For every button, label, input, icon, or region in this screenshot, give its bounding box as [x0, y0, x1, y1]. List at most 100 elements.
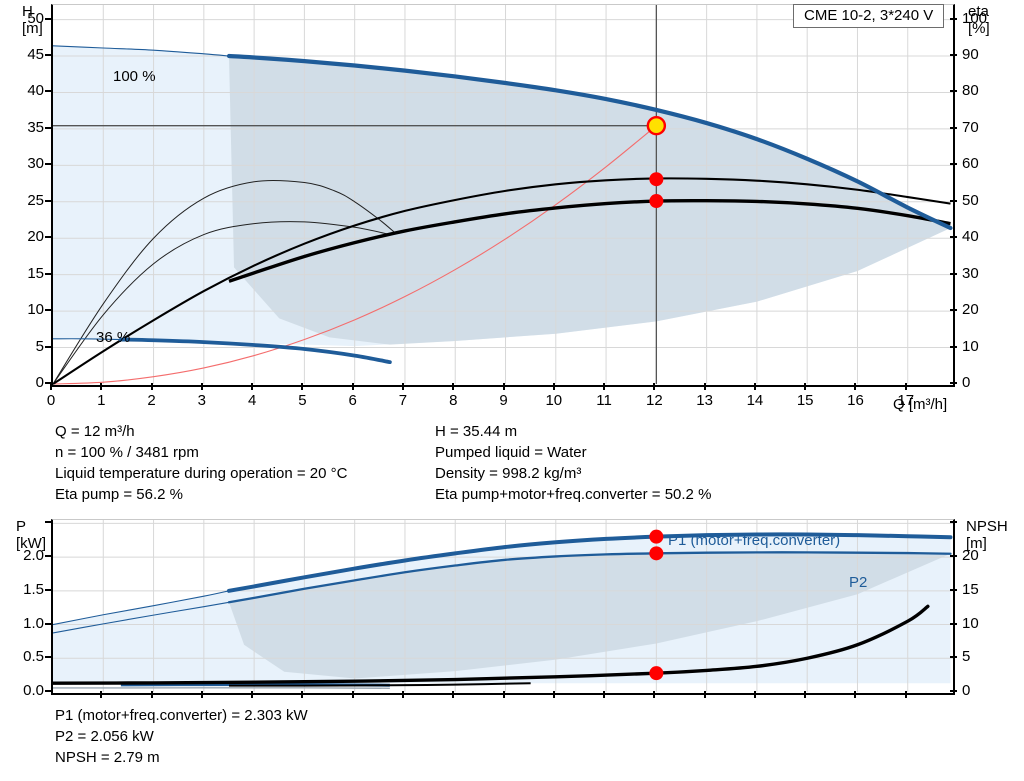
x-tick-label: 13: [696, 392, 713, 409]
y-tick-label: 15: [27, 264, 44, 282]
y2-tick-mark: [950, 126, 957, 129]
x-tick-label: 16: [847, 392, 864, 409]
y2-tick-label: 10: [962, 337, 979, 355]
p1-curve: [226, 532, 953, 593]
y2-tick-label: 90: [962, 46, 979, 64]
y2-tick-label: 80: [962, 82, 979, 100]
y-tick-mark: [45, 521, 52, 524]
info-line: Eta pump+motor+freq.converter = 50.2 %: [435, 486, 712, 503]
speed-label-36: 36 %: [96, 329, 131, 346]
y2-tick-label: 0: [962, 682, 971, 699]
x-tick-mark: [653, 383, 656, 390]
y2-tick-mark: [950, 588, 957, 591]
eta-curve-36-upper: [53, 179, 396, 385]
power-npsh-chart: [51, 519, 955, 695]
y2-tick-label: 70: [962, 118, 979, 136]
info-line: Density = 998.2 kg/m³: [435, 465, 582, 482]
eta-total-curve: [228, 198, 951, 283]
y-tick-mark: [45, 54, 52, 57]
y2-tick-mark: [950, 656, 957, 659]
y2-tick-label: 50: [962, 191, 979, 209]
y-tick-label: 0.5: [23, 648, 44, 666]
info-line: Eta pump = 56.2 %: [55, 486, 183, 503]
info-line: Pumped liquid = Water: [435, 444, 587, 461]
y-tick-mark: [45, 272, 52, 275]
x-tick-label: 10: [545, 392, 563, 409]
x-tick-mark: [301, 691, 304, 698]
x-tick-label: 0: [46, 392, 56, 409]
x-tick-label: 11: [596, 392, 612, 409]
y2-tick-mark: [950, 309, 957, 312]
series-label-p2: P2: [849, 574, 868, 591]
y-tick-label: 40: [27, 82, 44, 100]
x-tick-mark: [603, 691, 606, 698]
top-chart-canvas: [53, 5, 953, 385]
eta-curve-36-lower: [53, 221, 390, 385]
bottom-chart-canvas: [53, 520, 953, 692]
y2-tick-mark: [950, 272, 957, 275]
head-curve-36: [118, 337, 392, 365]
x-tick-label: 14: [746, 392, 764, 409]
y2-tick-label: 30: [962, 264, 979, 282]
y-tick-label: 45: [27, 46, 44, 64]
y-tick-label: 30: [27, 155, 44, 173]
x-tick-mark: [301, 383, 304, 390]
y-tick-mark: [45, 199, 52, 202]
x-tick-mark: [552, 383, 555, 390]
x-tick-mark: [200, 691, 203, 698]
y-tick-label: 0: [35, 374, 44, 391]
npsh-duty-marker: [649, 666, 664, 681]
y2-tick-label: 10: [962, 614, 979, 632]
x-tick-mark: [251, 383, 254, 390]
x-tick-mark: [100, 691, 103, 698]
y2-tick-mark: [950, 199, 957, 202]
y-tick-mark: [45, 622, 52, 625]
x-tick-mark: [50, 383, 52, 390]
head-curve-36-thin: [53, 338, 121, 341]
x-tick-mark: [200, 383, 203, 390]
y-tick-mark: [45, 126, 52, 129]
top-y2-axis-title: eta [%]: [968, 3, 990, 37]
x-tick-mark: [703, 383, 706, 390]
head-efficiency-chart: [51, 4, 955, 387]
eta-pump-marker: [649, 172, 664, 187]
x-tick-mark: [401, 383, 404, 390]
p2-curve-thin: [53, 601, 230, 634]
y2-tick-label: 40: [962, 228, 979, 246]
x-tick-mark: [100, 383, 103, 390]
x-tick-mark: [502, 691, 505, 698]
envelope-dark-region: [228, 56, 951, 345]
head-curve-100: [226, 53, 953, 231]
x-tick-label: 6: [348, 392, 357, 409]
x-tick-mark: [804, 691, 807, 698]
y2-tick-mark: [950, 90, 957, 93]
x-tick-mark: [653, 691, 656, 698]
y2-tick-label: 0: [962, 374, 971, 391]
pump-model-title: CME 10-2, 3*240 V: [793, 4, 945, 28]
y-tick-mark: [45, 555, 52, 558]
duty-info-right: H = 35.44 m Pumped liquid = Water Densit…: [435, 421, 711, 505]
npsh-curve-36: [228, 682, 531, 687]
y2-tick-mark: [950, 521, 957, 524]
y-tick-label: 25: [27, 191, 44, 209]
duty-point-marker: [646, 115, 667, 136]
info-line: H = 35.44 m: [435, 423, 518, 440]
info-line: P1 (motor+freq.converter) = 2.303 kW: [55, 707, 308, 724]
y2-tick-label: 100: [962, 9, 988, 27]
info-line: n = 100 % / 3481 rpm: [55, 444, 199, 461]
y2-tick-label: 15: [962, 580, 979, 598]
y-tick-label: 50: [27, 9, 44, 27]
x-tick-mark: [401, 691, 404, 698]
x-tick-mark: [351, 383, 354, 390]
y-tick-label: 0.0: [23, 682, 44, 699]
x-tick-mark: [452, 691, 455, 698]
y2-tick-mark: [950, 690, 957, 692]
p2-curve: [227, 551, 952, 604]
y2-tick-mark: [950, 236, 957, 239]
y2-tick-label: 5: [962, 648, 971, 666]
y-tick-mark: [45, 163, 52, 166]
y-tick-label: 10: [27, 301, 44, 319]
top-y-axis-title: H [m]: [22, 3, 43, 37]
x-tick-mark: [904, 691, 907, 698]
power-info: P1 (motor+freq.converter) = 2.303 kW P2 …: [55, 705, 308, 768]
